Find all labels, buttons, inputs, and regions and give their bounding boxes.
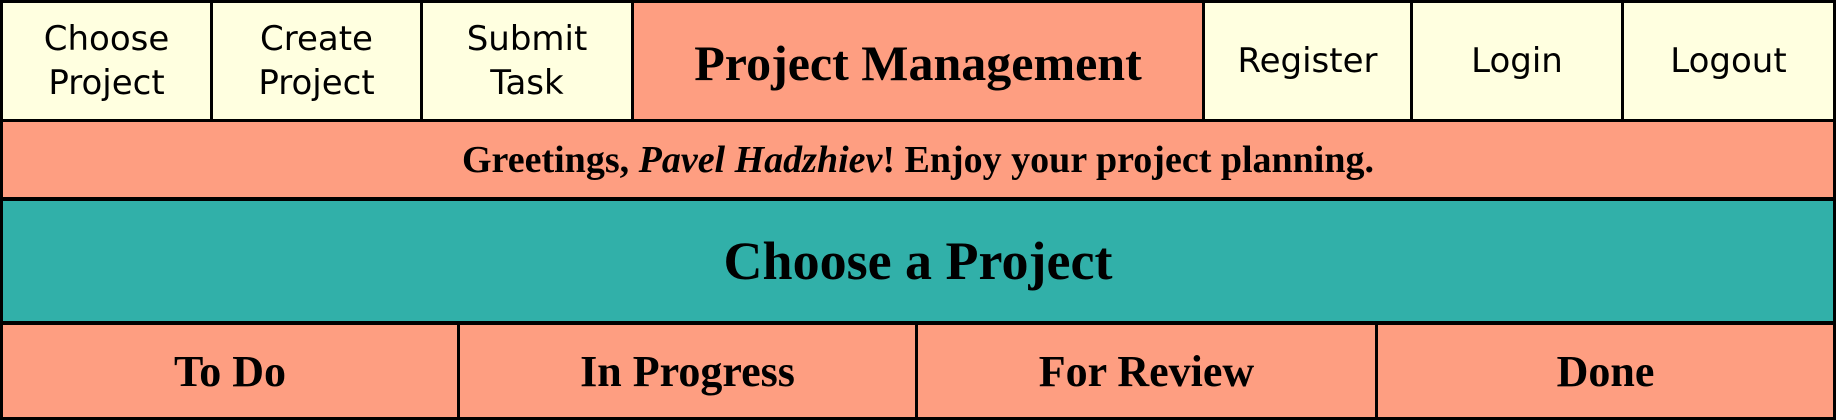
- create-project-link[interactable]: Create Project: [213, 0, 423, 122]
- logout-link[interactable]: Logout: [1624, 0, 1836, 122]
- column-todo: To Do: [0, 322, 460, 420]
- user-name: Pavel Hadzhiev: [638, 138, 883, 181]
- greeting-suffix: ! Enjoy your project planning.: [882, 138, 1374, 181]
- column-done: Done: [1378, 322, 1836, 420]
- column-for-review: For Review: [918, 322, 1378, 420]
- top-navbar: Choose Project Create Project Submit Tas…: [0, 0, 1836, 122]
- greeting-prefix: Greetings,: [462, 138, 639, 181]
- status-columns: To Do In Progress For Review Done: [0, 322, 1836, 420]
- choose-project-link[interactable]: Choose Project: [0, 0, 213, 122]
- login-link[interactable]: Login: [1413, 0, 1624, 122]
- register-link[interactable]: Register: [1202, 0, 1413, 122]
- page-title: Choose a Project: [0, 198, 1836, 324]
- submit-task-link[interactable]: Submit Task: [423, 0, 634, 122]
- greeting-banner: Greetings, Pavel Hadzhiev ! Enjoy your p…: [0, 119, 1836, 200]
- column-in-progress: In Progress: [460, 322, 918, 420]
- brand-title: Project Management: [634, 0, 1202, 122]
